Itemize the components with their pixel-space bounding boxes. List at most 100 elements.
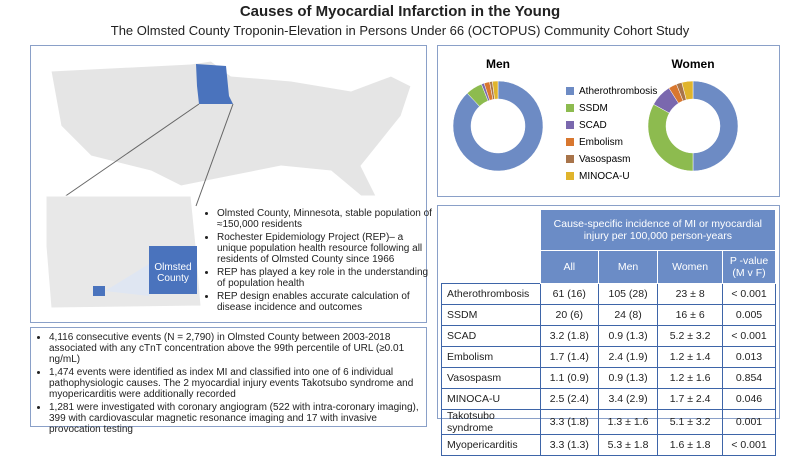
map-panel: Olmsted County Olmsted County, Minnesota…: [30, 45, 432, 323]
row: SSDM 20 (6) 24 (8) 16 ± 6 0.005: [441, 304, 776, 326]
cell: MINOCA-U: [441, 388, 541, 410]
column-header: Women: [657, 250, 723, 284]
cell: 1.2 ± 1.6: [657, 367, 723, 389]
row: Embolism 1.7 (1.4) 2.4 (1.9) 1.2 ± 1.4 0.013: [441, 346, 776, 368]
us-map: [50, 60, 412, 197]
cell: 0.9 (1.3): [597, 367, 659, 389]
cell: 0.854: [722, 367, 776, 389]
cell: 1.7 (1.4): [539, 346, 599, 368]
cell: 2.4 (1.9): [597, 346, 659, 368]
cell: 1.2 ± 1.4: [657, 346, 723, 368]
cell: 5.3 ± 1.8: [597, 434, 659, 456]
zoom-line: [50, 103, 200, 207]
cell: Vasospasm: [441, 367, 541, 389]
map-bullets: Olmsted County, Minnesota, stable popula…: [203, 208, 432, 315]
legend-swatch: [566, 172, 574, 180]
cell: 0.001: [722, 409, 776, 435]
cell: 1.7 ± 2.4: [657, 388, 723, 410]
cell: 1.1 (0.9): [539, 367, 599, 389]
table-panel: Cause-specific incidence of MI or myocar…: [437, 205, 780, 456]
cell: 0.005: [722, 304, 776, 326]
donuts: Men Women Atherothrombosis SSDM SCAD Embolism…: [452, 57, 739, 182]
donut-slice: [647, 103, 694, 172]
legend-label: SSDM: [579, 103, 608, 114]
donut-title: Women: [671, 57, 714, 71]
map-label: Olmsted County: [154, 262, 192, 284]
table-title: Cause-specific incidence of MI or myocar…: [539, 209, 777, 251]
header-row: All Men Women P -value (M v F): [441, 250, 776, 284]
cell: SSDM: [441, 304, 541, 326]
row: Atherothrombosis 61 (16) 105 (28) 23 ± 8 < 0…: [441, 283, 776, 305]
donut-panel: Men Women Atherothrombosis SSDM SCAD Embolism…: [437, 45, 780, 197]
bullet: 4,116 consecutive events (N = 2,790) in …: [49, 332, 422, 365]
header-row: Cause-specific incidence of MI or myocar…: [441, 209, 777, 251]
bullet: REP design enables accurate calculation …: [217, 291, 432, 313]
cohort-panel: 4,116 consecutive events (N = 2,790) in …: [30, 327, 427, 435]
legend-swatch: [566, 104, 574, 112]
cell: < 0.001: [722, 434, 776, 456]
column-header: P -value (M v F): [722, 250, 776, 284]
cell: 3.2 (1.8): [539, 325, 599, 347]
cell: 24 (8): [597, 304, 659, 326]
cell: 5.2 ± 3.2: [657, 325, 723, 347]
cell: 20 (6): [539, 304, 599, 326]
cell: 3.3 (1.3): [539, 434, 599, 456]
zoom-line: [195, 103, 234, 207]
cell: 0.013: [722, 346, 776, 368]
cell: 1.6 ± 1.8: [657, 434, 723, 456]
cell: Atherothrombosis: [441, 283, 541, 305]
bullet: 1,474 events were identified as index MI…: [49, 367, 422, 400]
cell: 61 (16): [539, 283, 599, 305]
cell: 3.4 (2.9): [597, 388, 659, 410]
cohort-bullets: 4,116 consecutive events (N = 2,790) in …: [35, 332, 422, 435]
cell: 2.5 (2.4): [539, 388, 599, 410]
cell: 105 (28): [597, 283, 659, 305]
legend-swatch: [566, 155, 574, 163]
cell: 5.1 ± 3.2: [657, 409, 723, 435]
legend-swatch: [566, 87, 574, 95]
bullet: Rochester Epidemiology Project (REP)– a …: [217, 232, 432, 265]
row: MINOCA-U 2.5 (2.4) 3.4 (2.9) 1.7 ± 2.4 0.046: [441, 388, 776, 410]
blank: [441, 209, 541, 251]
legend-swatch: [566, 138, 574, 146]
donut-slice: [452, 80, 544, 172]
cell: < 0.001: [722, 283, 776, 305]
cell: 1.3 ± 1.6: [597, 409, 659, 435]
cell: SCAD: [441, 325, 541, 347]
bullet: Olmsted County, Minnesota, stable popula…: [217, 208, 432, 230]
cell: 16 ± 6: [657, 304, 723, 326]
olmsted: [93, 286, 105, 296]
donut-slice: [692, 80, 739, 172]
cell: < 0.001: [722, 325, 776, 347]
cell: 23 ± 8: [657, 283, 723, 305]
legend-swatch: [566, 121, 574, 129]
label-box: [149, 246, 197, 294]
legend-label: Vasospasm: [579, 154, 631, 165]
donut-slice: [681, 80, 694, 101]
donut-title: Men: [486, 57, 510, 71]
row: Vasospasm 1.1 (0.9) 0.9 (1.3) 1.2 ± 1.6 0.85…: [441, 367, 776, 389]
legend-label: Embolism: [579, 137, 623, 148]
column-header: All: [539, 250, 599, 284]
page: Causes of Myocardial Infarction in the Y…: [0, 0, 800, 419]
callout: [105, 264, 149, 296]
blank: [441, 250, 541, 284]
subtitle: The Olmsted County Troponin-Elevation in…: [110, 23, 690, 38]
legend-label: SCAD: [579, 120, 607, 131]
column-header: Men: [597, 250, 659, 284]
cell: 3.3 (1.8): [539, 409, 599, 435]
row: Myopericarditis 3.3 (1.3) 5.3 ± 1.8 1.6 ± 1…: [441, 434, 776, 456]
cell: 0.046: [722, 388, 776, 410]
cell: Embolism: [441, 346, 541, 368]
map: [45, 60, 412, 309]
legend-label: Atherothrombosis: [579, 86, 657, 97]
row: Takotsubo syndrome 3.3 (1.8) 1.3 ± 1.6 5.1 …: [441, 409, 776, 435]
donut-slice: [492, 80, 499, 100]
minnesota: [196, 64, 233, 104]
row: SCAD 3.2 (1.8) 0.9 (1.3) 5.2 ± 3.2 < 0.001: [441, 325, 776, 347]
title: Causes of Myocardial Infarction in the Y…: [239, 3, 561, 20]
cell: Myopericarditis: [441, 434, 541, 456]
bullet: REP has played a key role in the underst…: [217, 267, 432, 289]
legend-label: MINOCA-U: [579, 171, 630, 182]
cell: Takotsubo syndrome: [441, 409, 541, 435]
